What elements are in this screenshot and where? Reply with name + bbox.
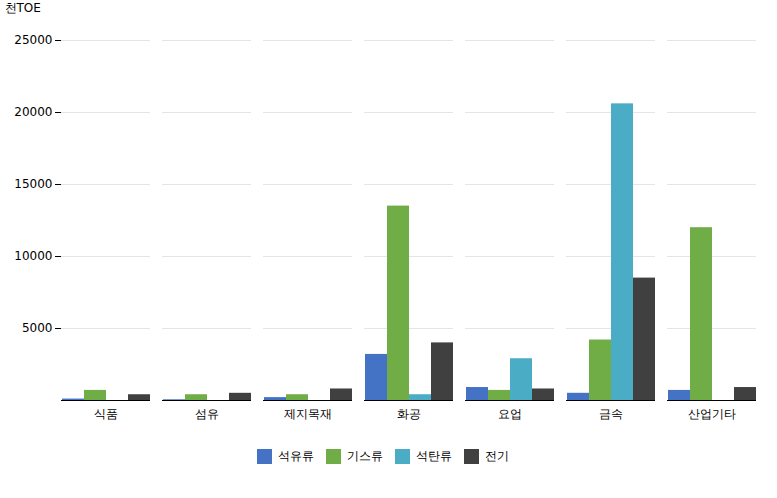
svg-text:식품: 식품 xyxy=(94,407,118,421)
html-text:기스류: 기스류 xyxy=(346,449,383,463)
svg-text:섬유: 섬유 xyxy=(195,407,219,421)
svg-text:10000: 10000 xyxy=(14,249,52,263)
svg-text:20000: 20000 xyxy=(14,105,52,119)
html-text:석유류: 석유류 xyxy=(277,449,314,463)
html-text:전기: 전기 xyxy=(484,449,509,463)
svg-text:화공: 화공 xyxy=(397,407,421,421)
svg-text:금속: 금속 xyxy=(599,407,623,421)
svg-text:천TOE: 천TOE xyxy=(5,1,41,15)
svg-text:제지목재: 제지목재 xyxy=(284,407,332,421)
svg-text:산업기타: 산업기타 xyxy=(688,407,736,421)
svg-text:5000: 5000 xyxy=(22,321,53,335)
html-text:석탄류: 석탄류 xyxy=(415,449,452,463)
svg-text:15000: 15000 xyxy=(14,177,52,191)
svg-text:요업: 요업 xyxy=(498,407,522,421)
svg-text:25000: 25000 xyxy=(14,33,52,47)
